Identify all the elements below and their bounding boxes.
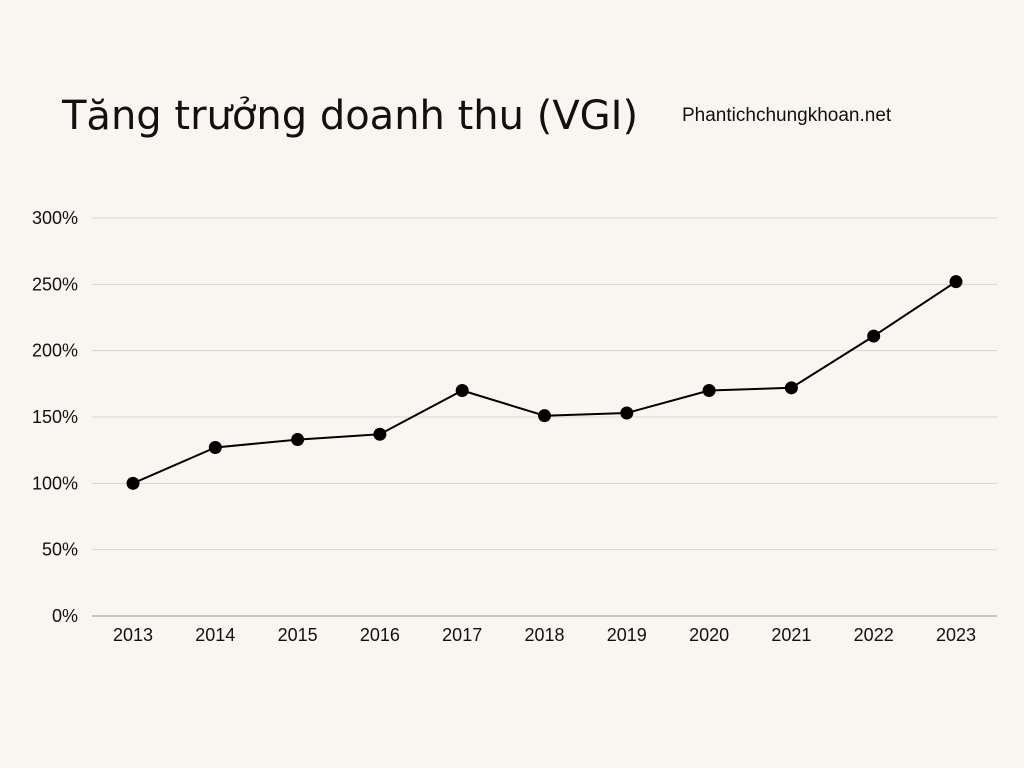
x-tick-label: 2013: [113, 625, 153, 645]
data-point: [209, 441, 222, 454]
data-point: [291, 433, 304, 446]
series-line: [133, 282, 956, 484]
x-tick-label: 2021: [771, 625, 811, 645]
x-tick-label: 2015: [278, 625, 318, 645]
data-point: [950, 275, 963, 288]
data-point: [538, 409, 551, 422]
data-point: [373, 428, 386, 441]
y-tick-label: 100%: [32, 473, 78, 493]
y-tick-label: 150%: [32, 407, 78, 427]
data-point: [703, 384, 716, 397]
y-tick-label: 300%: [32, 208, 78, 228]
data-point: [867, 330, 880, 343]
y-tick-label: 250%: [32, 274, 78, 294]
x-tick-labels: 2013 2014 2015 2016 2017 2018 2019 2020 2021 2022…: [113, 625, 976, 645]
data-point: [456, 384, 469, 397]
y-tick-labels: 0% 50% 100% 150% 200% 250% 300%: [32, 208, 78, 626]
x-tick-label: 2020: [689, 625, 729, 645]
data-point: [785, 381, 798, 394]
x-tick-label: 2019: [607, 625, 647, 645]
line-chart: 0%50%100%150%200%250%300% 2013 2014 2015 20…: [0, 0, 1024, 768]
x-tick-label: 2016: [360, 625, 400, 645]
x-tick-label: 2023: [936, 625, 976, 645]
data-point: [620, 407, 633, 420]
x-tick-label: 2017: [442, 625, 482, 645]
y-tick-label: 0%: [52, 606, 78, 626]
y-tick-label: 50%: [42, 540, 78, 560]
data-point: [127, 477, 140, 490]
x-tick-label: 2018: [524, 625, 564, 645]
gridlines: [92, 218, 997, 550]
x-tick-label: 2014: [195, 625, 235, 645]
y-tick-label: 200%: [32, 341, 78, 361]
x-tick-label: 2022: [854, 625, 894, 645]
series: [127, 275, 963, 490]
